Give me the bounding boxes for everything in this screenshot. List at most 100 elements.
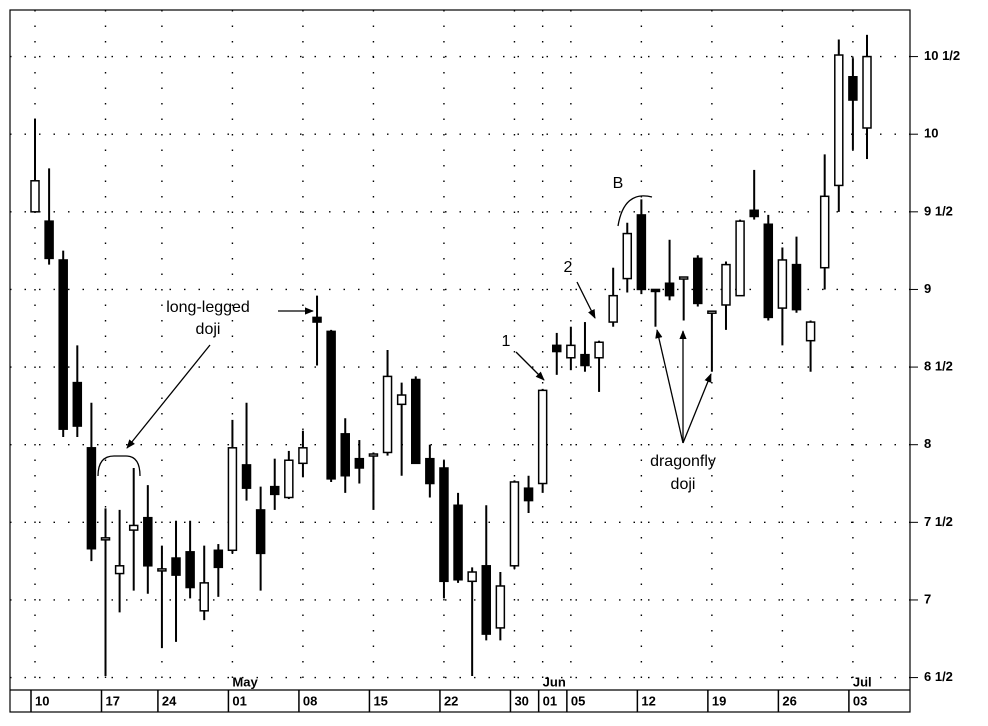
plot-frame: [9, 9, 911, 713]
candle-body: [410, 378, 421, 465]
candle-body: [114, 565, 125, 575]
candle-body: [227, 447, 238, 552]
candle-body: [340, 433, 350, 477]
candle-body: [354, 457, 365, 469]
candle-body: [777, 259, 788, 309]
x-tick-label: 08: [303, 693, 317, 708]
candle-body: [185, 551, 195, 589]
candle-body: [580, 353, 590, 367]
y-tick-label: 6 1/2: [924, 669, 953, 684]
candle-body: [834, 54, 844, 187]
candle-body: [594, 341, 604, 359]
candle-body: [368, 453, 379, 457]
x-tick-label: 17: [106, 693, 120, 708]
candle-body: [425, 457, 435, 485]
candle-body: [284, 459, 294, 499]
candles: [30, 34, 872, 677]
annotation: doji: [671, 476, 696, 493]
annotation: 2: [564, 259, 573, 276]
x-tick-label: 19: [712, 693, 726, 708]
candle-body: [650, 288, 661, 293]
annotation: B: [613, 175, 624, 192]
candle-body: [862, 55, 872, 129]
candle-body: [453, 504, 463, 581]
candle-body: [100, 537, 111, 541]
labels: 6 1/2 7 7 1/2 8 8 1/2 9 9 1/2 10 10 1/2 10 17 24 01 M…: [30, 48, 960, 712]
y-tick-label: 10: [924, 126, 938, 141]
candle-body: [439, 467, 449, 583]
candle-body: [721, 263, 731, 306]
arrow: [682, 373, 712, 444]
x-tick-label: 10: [35, 693, 49, 708]
month-label: May: [232, 674, 258, 689]
candle-body: [312, 316, 322, 323]
candle-body: [749, 209, 759, 218]
candle-body: [58, 259, 68, 430]
candle-body: [537, 389, 548, 485]
y-tick-label: 10 1/2: [924, 48, 960, 63]
x-tick-label: 26: [782, 693, 796, 708]
candle-body: [622, 232, 633, 280]
candle-body: [848, 76, 858, 101]
candle-body: [523, 487, 534, 502]
x-tick-label: 12: [641, 693, 655, 708]
arrow: [126, 344, 211, 449]
candle-body: [664, 282, 675, 297]
y-tick-label: 7 1/2: [924, 514, 953, 529]
candle-body: [566, 344, 576, 359]
candle-body: [213, 549, 224, 569]
candle-body: [552, 344, 562, 353]
candle-body: [509, 481, 520, 567]
x-tick-label: 15: [373, 693, 387, 708]
bracket: [97, 455, 141, 477]
annotation: 1: [502, 333, 511, 350]
candle-body: [805, 321, 816, 342]
x-tick-label: 24: [162, 693, 177, 708]
x-tick-label: 03: [853, 693, 867, 708]
y-tick-label: 9 1/2: [924, 203, 953, 218]
x-tick-label: 01: [232, 693, 246, 708]
candle-body: [608, 294, 618, 323]
y-tick-label: 9: [924, 281, 931, 296]
candle-body: [298, 447, 308, 465]
x-tick-label: 22: [444, 693, 458, 708]
annotation: dragonfly: [650, 453, 716, 470]
x-tick-label: 01: [543, 693, 557, 708]
candle-body: [199, 582, 209, 612]
candle-body: [269, 485, 280, 496]
candle-body: [693, 257, 703, 305]
grid: [10, 10, 918, 690]
candle-body: [326, 330, 336, 480]
candle-body: [495, 585, 506, 629]
y-tick-label: 7: [924, 591, 931, 606]
y-tick-label: 8 1/2: [924, 359, 953, 374]
arc: [617, 195, 653, 227]
candle-body: [791, 263, 802, 311]
candle-body: [30, 180, 40, 213]
candle-body: [128, 524, 139, 531]
candle-body: [481, 565, 492, 635]
candle-body: [678, 276, 689, 280]
candle-body: [44, 220, 54, 260]
candle-body: [636, 214, 647, 291]
x-tick-label: 30: [514, 693, 528, 708]
y-tick-label: 8: [924, 436, 931, 451]
arrow: [576, 281, 596, 319]
candle-body: [72, 381, 83, 427]
candle-body: [396, 394, 407, 406]
candle-body: [735, 220, 745, 297]
month-label: Jun: [543, 674, 566, 689]
candle-body: [143, 516, 153, 567]
candle-body: [157, 568, 167, 572]
candle-body: [255, 509, 266, 555]
annotation: doji: [196, 321, 221, 338]
x-tick-label: 05: [571, 693, 585, 708]
candle-body: [382, 375, 393, 454]
annotation: long-legged: [166, 299, 250, 316]
candle-body: [467, 571, 477, 583]
candle-body: [819, 195, 830, 269]
annotation-arrows: [97, 195, 712, 477]
candle-body: [241, 464, 252, 489]
month-label: Jul: [853, 674, 872, 689]
